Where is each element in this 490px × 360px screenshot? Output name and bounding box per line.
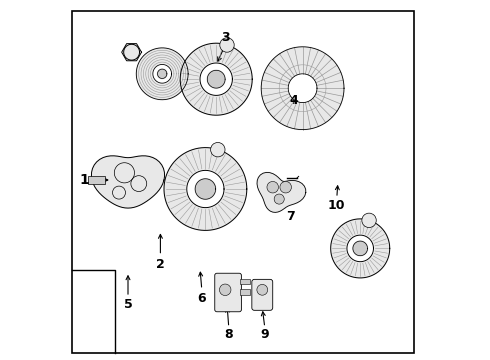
Text: 2: 2 xyxy=(156,258,165,271)
Polygon shape xyxy=(123,44,140,60)
Polygon shape xyxy=(347,235,373,262)
Polygon shape xyxy=(353,241,368,256)
Circle shape xyxy=(267,181,278,193)
Ellipse shape xyxy=(362,213,376,228)
FancyBboxPatch shape xyxy=(240,289,250,295)
Circle shape xyxy=(280,181,292,193)
Text: 4: 4 xyxy=(289,94,298,107)
Polygon shape xyxy=(157,69,167,78)
Text: 6: 6 xyxy=(197,292,206,305)
Polygon shape xyxy=(261,47,344,130)
Polygon shape xyxy=(257,172,306,212)
Text: 7: 7 xyxy=(286,210,294,222)
FancyBboxPatch shape xyxy=(252,279,273,310)
Polygon shape xyxy=(200,63,232,95)
Circle shape xyxy=(257,284,268,295)
Text: 5: 5 xyxy=(123,298,132,311)
Polygon shape xyxy=(288,74,317,103)
FancyBboxPatch shape xyxy=(215,273,242,312)
Text: 1: 1 xyxy=(80,173,90,187)
Polygon shape xyxy=(180,43,252,115)
Polygon shape xyxy=(331,219,390,278)
Ellipse shape xyxy=(211,143,225,157)
Text: 9: 9 xyxy=(261,328,269,341)
Ellipse shape xyxy=(220,38,234,52)
Text: 3: 3 xyxy=(221,31,229,44)
Text: 8: 8 xyxy=(224,328,233,341)
FancyBboxPatch shape xyxy=(240,279,250,284)
Polygon shape xyxy=(207,70,225,88)
Polygon shape xyxy=(195,179,216,199)
Polygon shape xyxy=(136,48,188,100)
Polygon shape xyxy=(164,148,247,230)
Polygon shape xyxy=(187,170,224,208)
Polygon shape xyxy=(88,176,104,184)
Polygon shape xyxy=(92,156,165,208)
Circle shape xyxy=(274,194,284,204)
Polygon shape xyxy=(153,64,172,83)
Circle shape xyxy=(220,284,231,296)
Text: 10: 10 xyxy=(328,199,345,212)
